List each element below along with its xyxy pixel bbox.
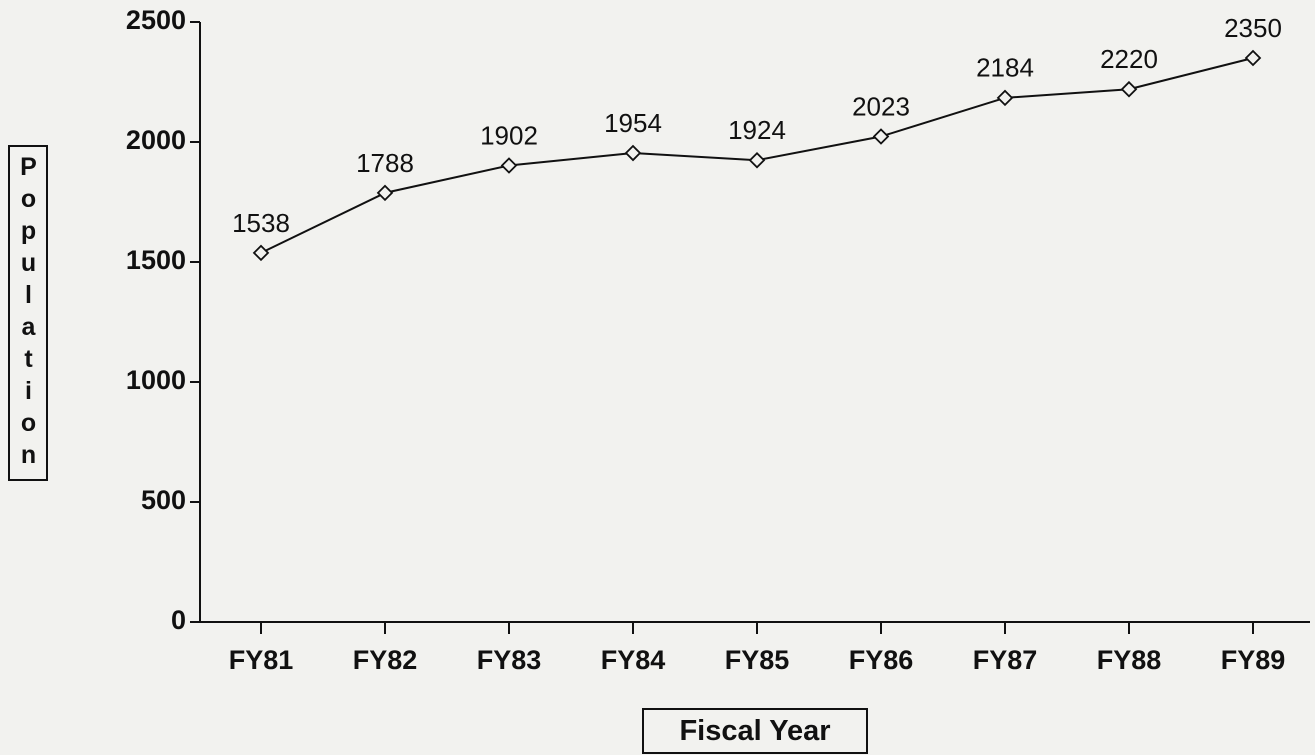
marker bbox=[252, 244, 270, 262]
data-label: 2220 bbox=[1100, 44, 1158, 74]
data-label: 1788 bbox=[356, 148, 414, 178]
x-tick-label: FY81 bbox=[229, 645, 294, 675]
y-tick-label: 1500 bbox=[126, 245, 186, 275]
marker bbox=[996, 89, 1014, 107]
data-label: 1954 bbox=[604, 108, 662, 138]
x-tick-label: FY84 bbox=[601, 645, 666, 675]
data-label: 2184 bbox=[976, 53, 1034, 83]
x-tick-label: FY88 bbox=[1097, 645, 1162, 675]
y-tick-label: 2000 bbox=[126, 125, 186, 155]
y-axis-label: Population bbox=[8, 145, 48, 481]
marker bbox=[1244, 49, 1262, 67]
y-tick-label: 2500 bbox=[126, 5, 186, 35]
x-tick-label: FY87 bbox=[973, 645, 1038, 675]
x-tick-label: FY83 bbox=[477, 645, 542, 675]
marker bbox=[1120, 80, 1138, 98]
data-label: 1902 bbox=[480, 120, 538, 150]
marker bbox=[624, 144, 642, 162]
marker bbox=[500, 157, 518, 174]
y-tick-label: 1000 bbox=[126, 365, 186, 395]
marker bbox=[872, 128, 890, 145]
data-label: 2023 bbox=[852, 91, 910, 121]
marker bbox=[376, 184, 394, 202]
data-label: 1924 bbox=[728, 115, 786, 145]
data-label: 2350 bbox=[1224, 13, 1282, 43]
x-tick-label: FY85 bbox=[725, 645, 790, 675]
x-axis-label: Fiscal Year bbox=[642, 708, 868, 754]
y-tick-label: 500 bbox=[141, 485, 186, 515]
y-tick-label: 0 bbox=[171, 605, 186, 635]
x-tick-label: FY86 bbox=[849, 645, 914, 675]
marker bbox=[748, 151, 766, 169]
x-tick-label: FY89 bbox=[1221, 645, 1286, 675]
data-label: 1538 bbox=[232, 208, 290, 238]
x-tick-label: FY82 bbox=[353, 645, 418, 675]
